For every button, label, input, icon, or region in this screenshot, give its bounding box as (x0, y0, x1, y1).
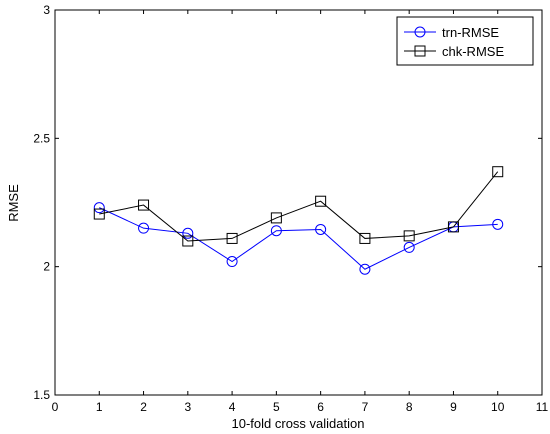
data-point-0 (226, 256, 238, 268)
legend-label-trn: trn-RMSE (442, 25, 499, 40)
x-tick-label: 8 (406, 400, 413, 414)
ticks-layer: 0 1 2 3 4 5 6 7 8 9 10 11 1.5 2 2.5 3 (33, 3, 548, 414)
data-point-0 (359, 263, 371, 275)
data-point-0 (93, 202, 105, 214)
data-point-1 (226, 232, 238, 244)
x-tick-label: 6 (317, 400, 324, 414)
y-tick-label: 3 (43, 3, 50, 17)
y-tick-label: 1.5 (33, 388, 50, 402)
data-point-0 (270, 225, 282, 237)
data-point-0 (182, 227, 194, 239)
x-tick-label: 11 (536, 400, 549, 414)
data-point-1 (492, 166, 504, 178)
data-point-0 (403, 241, 415, 253)
data-point-1 (138, 199, 150, 211)
plot-area (54, 9, 543, 396)
x-tick-label: 9 (450, 400, 457, 414)
data-point-1 (93, 208, 105, 220)
data-point-0 (492, 218, 504, 230)
series-layer (93, 166, 504, 275)
data-point-1 (315, 195, 327, 207)
legend: trn-RMSE chk-RMSE (396, 16, 534, 66)
x-tick-label: 2 (140, 400, 147, 414)
y-axis-title: RMSE (6, 184, 21, 222)
y-tick-label: 2.5 (33, 131, 50, 145)
data-point-0 (315, 223, 327, 235)
data-point-1 (270, 212, 282, 224)
x-tick-label: 4 (229, 400, 236, 414)
x-tick-label: 1 (96, 400, 103, 414)
x-tick-label: 3 (184, 400, 191, 414)
data-point-1 (182, 235, 194, 247)
data-point-1 (359, 232, 371, 244)
x-tick-label: 0 (52, 400, 59, 414)
y-tick-label: 2 (43, 260, 50, 274)
legend-box (396, 16, 534, 66)
x-tick-label: 10 (491, 400, 505, 414)
legend-marker-trn (414, 26, 426, 38)
x-axis-title: 10-fold cross validation (232, 416, 365, 431)
data-point-1 (447, 221, 459, 233)
data-point-1 (403, 230, 415, 242)
legend-label-chk: chk-RMSE (442, 44, 504, 59)
data-point-0 (138, 222, 150, 234)
legend-marker-chk (414, 45, 426, 57)
x-tick-label: 7 (362, 400, 369, 414)
series-line-1 (99, 171, 499, 242)
series-line-0 (99, 207, 498, 270)
x-tick-label: 5 (273, 400, 280, 414)
